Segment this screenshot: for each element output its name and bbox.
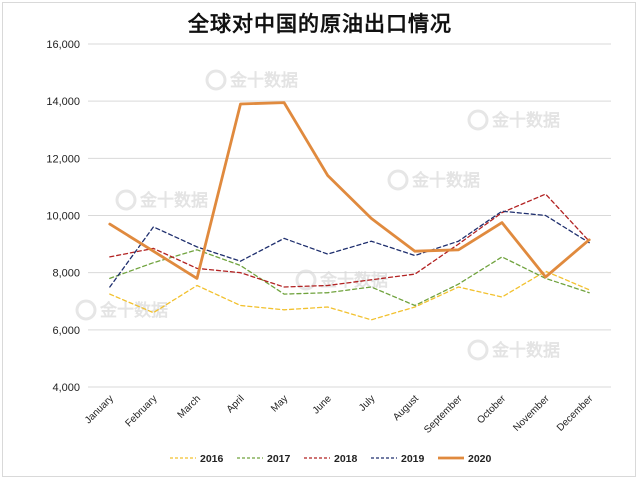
x-tick-label: March bbox=[176, 393, 203, 420]
watermark-logo-icon bbox=[467, 109, 489, 131]
watermark-logo-icon bbox=[75, 299, 97, 321]
watermark-text: 金十数据 bbox=[491, 110, 560, 131]
watermark-text: 金十数据 bbox=[319, 270, 388, 291]
x-tick-label: July bbox=[357, 393, 377, 413]
watermark-text: 金十数据 bbox=[229, 70, 298, 91]
watermark-text: 金十数据 bbox=[411, 170, 480, 191]
watermark-logo-icon bbox=[115, 189, 137, 211]
y-tick-label: 8,000 bbox=[52, 268, 80, 280]
watermark-logo-icon bbox=[387, 169, 409, 191]
series-line-2020 bbox=[108, 101, 591, 280]
legend-label-2016: 2016 bbox=[200, 453, 224, 465]
y-axis-ticks: 4,000 6,000 8,000 10,000 12,000 14,000 16,000 bbox=[46, 39, 80, 394]
legend-label-2019: 2019 bbox=[401, 453, 425, 465]
watermark-logo-icon bbox=[205, 69, 227, 91]
series-line-2019 bbox=[109, 210, 590, 288]
chart-frame bbox=[2, 2, 636, 477]
watermark-text: 金十数据 bbox=[99, 300, 168, 321]
x-tick-label: October bbox=[475, 393, 508, 426]
x-tick-label: June bbox=[311, 393, 334, 416]
y-tick-label: 10,000 bbox=[46, 211, 80, 223]
legend-label-2017: 2017 bbox=[267, 453, 291, 465]
x-tick-label: August bbox=[391, 393, 421, 423]
x-tick-label: April bbox=[225, 393, 247, 415]
y-tick-label: 12,000 bbox=[46, 153, 80, 165]
watermark-logo-icon bbox=[467, 339, 489, 361]
watermark-text: 金十数据 bbox=[139, 190, 208, 211]
x-tick-label: February bbox=[123, 393, 159, 429]
y-tick-label: 4,000 bbox=[52, 382, 80, 394]
x-tick-label: September bbox=[422, 393, 465, 436]
series-line-2017 bbox=[109, 249, 590, 307]
y-tick-label: 6,000 bbox=[52, 325, 80, 337]
watermark-text: 金十数据 bbox=[491, 340, 560, 361]
legend-label-2018: 2018 bbox=[334, 453, 358, 465]
x-tick-label: December bbox=[555, 393, 596, 434]
y-tick-label: 14,000 bbox=[46, 96, 80, 108]
y-tick-label: 16,000 bbox=[46, 39, 80, 51]
grid-lines bbox=[88, 43, 611, 388]
x-tick-label: May bbox=[269, 393, 290, 414]
x-tick-label: January bbox=[83, 393, 116, 426]
series-lines bbox=[108, 101, 591, 321]
x-tick-label: November bbox=[511, 393, 552, 434]
x-axis-ticks: January February March April May June July Augu… bbox=[83, 393, 596, 436]
chart-title: 全球对中国的原油出口情况 bbox=[188, 11, 452, 36]
series-line-2018 bbox=[109, 193, 590, 288]
legend-label-2020: 2020 bbox=[468, 453, 492, 465]
legend: 2016 2017 2018 2019 2020 bbox=[170, 453, 492, 465]
watermark-logo-icon bbox=[295, 269, 317, 291]
